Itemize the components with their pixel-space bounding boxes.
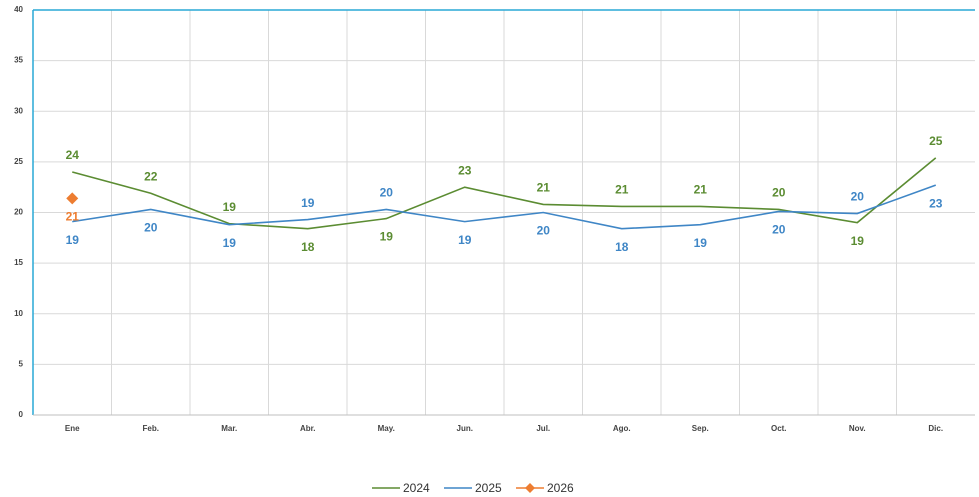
data-label: 20 xyxy=(851,190,865,204)
legend-label: 2026 xyxy=(547,481,574,495)
data-label: 20 xyxy=(380,186,394,200)
series-marker xyxy=(66,192,79,205)
x-tick-label: May. xyxy=(378,424,395,433)
data-label: 23 xyxy=(929,196,943,210)
y-tick-label: 15 xyxy=(14,258,23,267)
y-tick-label: 30 xyxy=(14,106,23,115)
y-tick-label: 10 xyxy=(14,309,23,318)
y-tick-label: 5 xyxy=(19,359,24,368)
data-label: 21 xyxy=(66,209,80,223)
x-tick-label: Jun. xyxy=(457,424,473,433)
data-label: 18 xyxy=(301,240,315,254)
x-tick-label: Nov. xyxy=(849,424,866,433)
y-tick-label: 20 xyxy=(14,208,23,217)
x-tick-label: Sep. xyxy=(692,424,709,433)
data-label: 19 xyxy=(223,236,237,250)
data-label: 20 xyxy=(772,186,786,200)
data-label: 18 xyxy=(615,240,629,254)
y-tick-label: 0 xyxy=(19,410,24,419)
data-label: 23 xyxy=(458,163,472,177)
x-tick-label: Abr. xyxy=(300,424,316,433)
data-label: 19 xyxy=(66,233,80,247)
data-label: 25 xyxy=(929,134,943,148)
data-label: 19 xyxy=(301,196,315,210)
data-label: 19 xyxy=(458,233,472,247)
x-tick-label: Ago. xyxy=(613,424,631,433)
legend-label: 2024 xyxy=(403,481,430,495)
data-label: 19 xyxy=(223,200,237,214)
data-label: 20 xyxy=(144,221,158,235)
data-label: 19 xyxy=(380,230,394,244)
data-label: 21 xyxy=(537,181,551,195)
data-label: 19 xyxy=(851,234,865,248)
data-label: 22 xyxy=(144,169,158,183)
x-tick-label: Oct. xyxy=(771,424,787,433)
x-tick-label: Mar. xyxy=(221,424,237,433)
series-line xyxy=(72,184,937,230)
data-label: 21 xyxy=(694,183,708,197)
legend-marker xyxy=(525,483,535,493)
data-label: 19 xyxy=(694,236,708,250)
data-label: 20 xyxy=(537,224,551,238)
legend-label: 2025 xyxy=(475,481,502,495)
x-tick-label: Dic. xyxy=(928,424,943,433)
data-label: 21 xyxy=(615,183,629,197)
y-tick-label: 35 xyxy=(14,56,23,65)
data-label: 24 xyxy=(66,148,80,162)
data-label: 20 xyxy=(772,223,786,237)
y-tick-label: 25 xyxy=(14,157,23,166)
x-tick-label: Ene xyxy=(65,424,80,433)
x-tick-label: Jul. xyxy=(536,424,550,433)
y-tick-label: 40 xyxy=(14,5,23,14)
x-tick-label: Feb. xyxy=(143,424,159,433)
